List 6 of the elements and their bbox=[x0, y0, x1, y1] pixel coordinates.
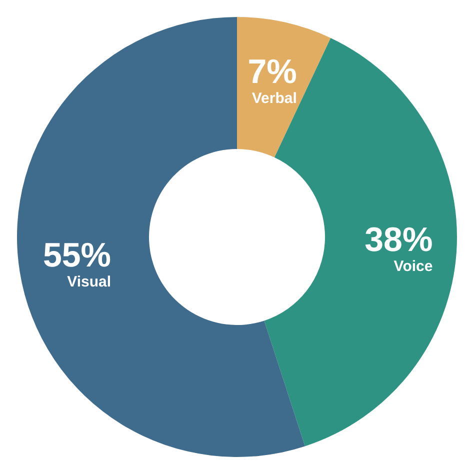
data-label: 55% bbox=[42, 236, 112, 274]
slice-label: Voice bbox=[394, 258, 433, 276]
slice-label: Verbal bbox=[252, 90, 297, 107]
data-label: 7% bbox=[248, 52, 297, 91]
data-label: 38% bbox=[364, 221, 433, 260]
slice-label: Visual bbox=[67, 273, 112, 290]
